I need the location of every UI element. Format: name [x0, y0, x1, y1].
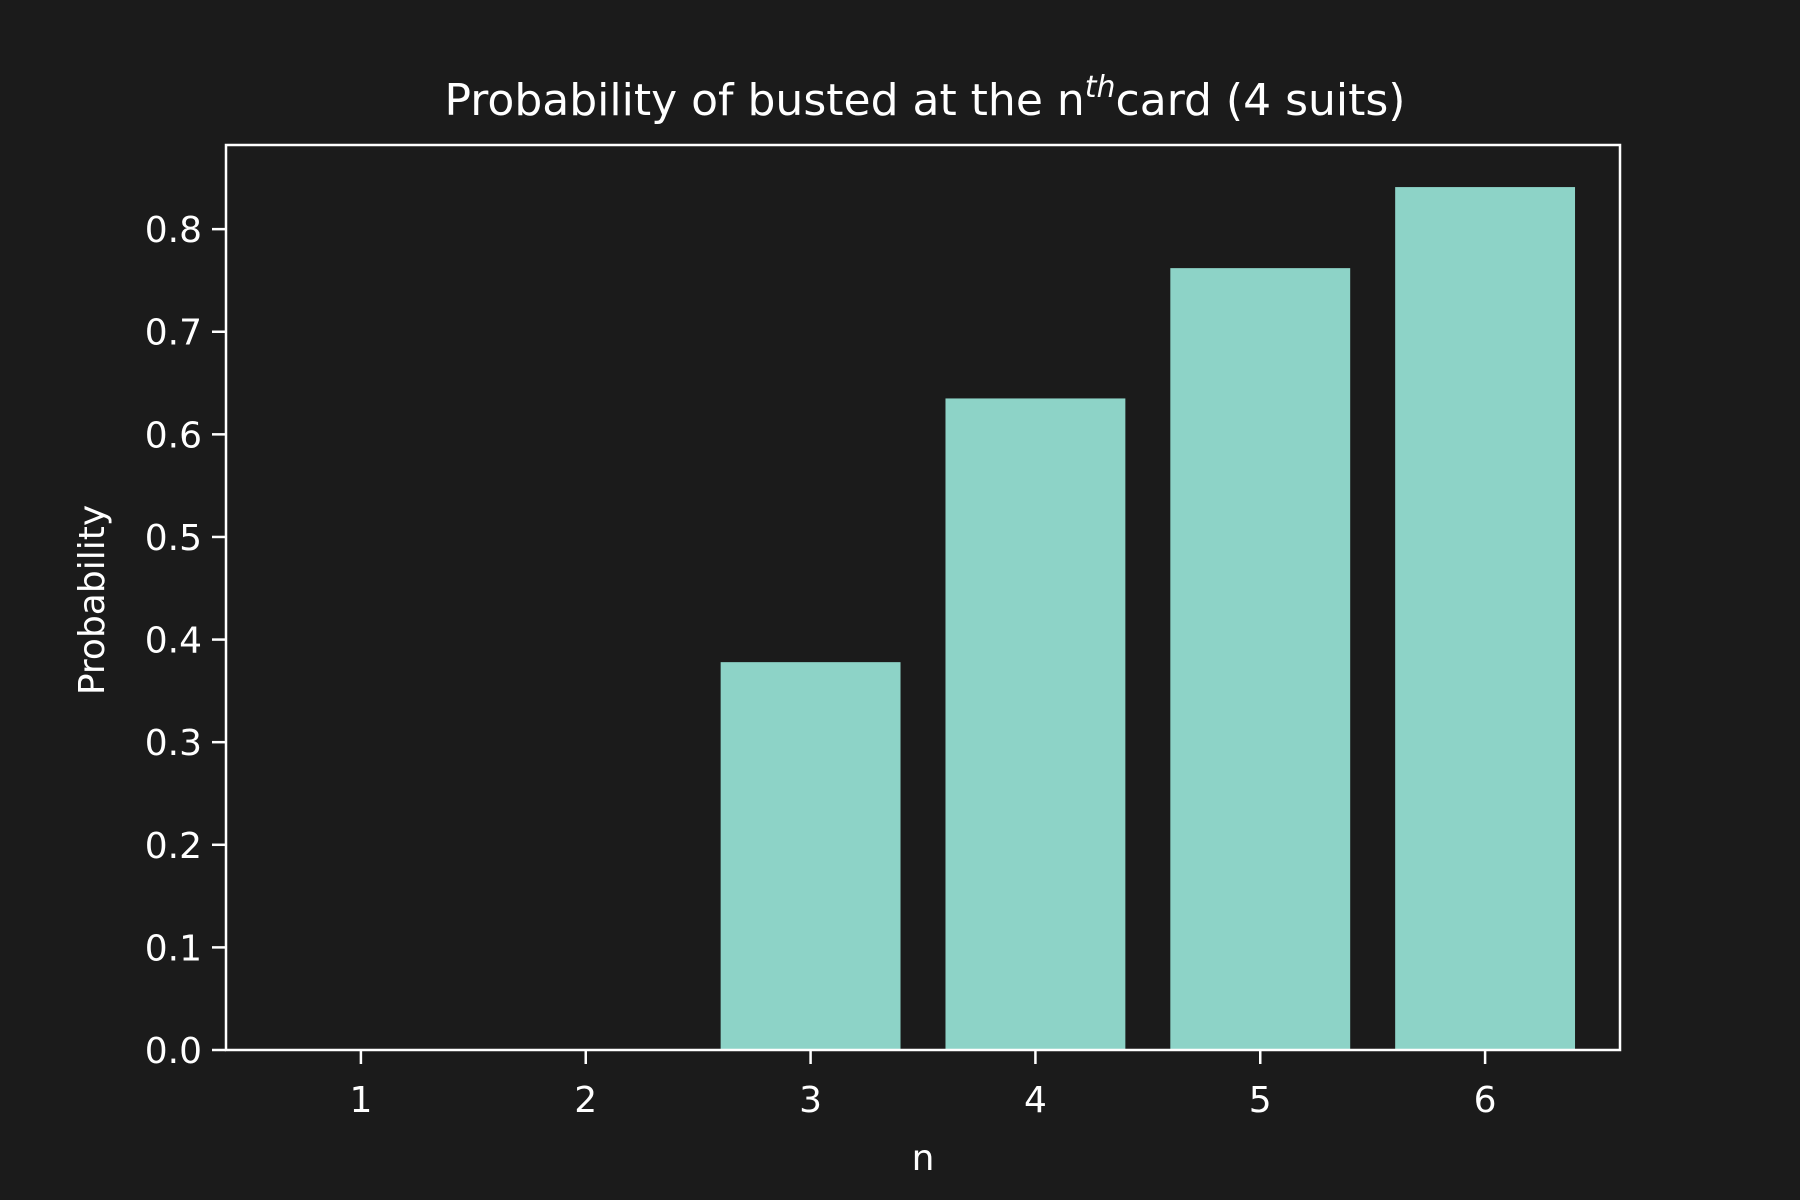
chart-title-prefix: Probability of busted at the n: [445, 75, 1085, 126]
y-axis-label: Probability: [72, 505, 113, 695]
bar-3: [720, 662, 901, 1050]
y-tick-label: 0.1: [145, 928, 202, 969]
y-tick-label: 0.7: [145, 313, 202, 354]
bar-5: [1170, 268, 1351, 1050]
y-tick-label: 0.6: [145, 415, 202, 456]
x-tick-label: 5: [1249, 1080, 1272, 1121]
chart-title-superscript: th: [1085, 70, 1116, 105]
bar-6: [1395, 187, 1576, 1051]
x-tick-label: 2: [574, 1080, 597, 1121]
chart-title: Probability of busted at the nthcard (4 …: [445, 70, 1406, 126]
x-tick-label: 6: [1474, 1080, 1497, 1121]
x-tick-label: 4: [1024, 1080, 1047, 1121]
chart-title-suffix: card (4 suits): [1116, 75, 1406, 126]
y-axis-ticks: 0.0 0.1 0.2 0.3 0.4 0.5 0.6 0.7 0.8: [145, 210, 226, 1072]
bar-4: [945, 398, 1126, 1050]
plot-frame: [224, 143, 1622, 1052]
y-tick-label: 0.2: [145, 826, 202, 867]
y-tick-label: 0.5: [145, 518, 202, 559]
x-tick-label: 1: [349, 1080, 372, 1121]
x-axis-ticks: 1 2 3 4 5 6: [349, 1050, 1497, 1121]
y-tick-label: 0.3: [145, 723, 202, 764]
y-tick-label: 0.0: [145, 1031, 202, 1072]
x-axis-label: n: [912, 1138, 935, 1179]
y-tick-label: 0.8: [145, 210, 202, 251]
bars-group: [720, 187, 1576, 1051]
x-tick-label: 3: [799, 1080, 822, 1121]
y-tick-label: 0.4: [145, 621, 202, 662]
